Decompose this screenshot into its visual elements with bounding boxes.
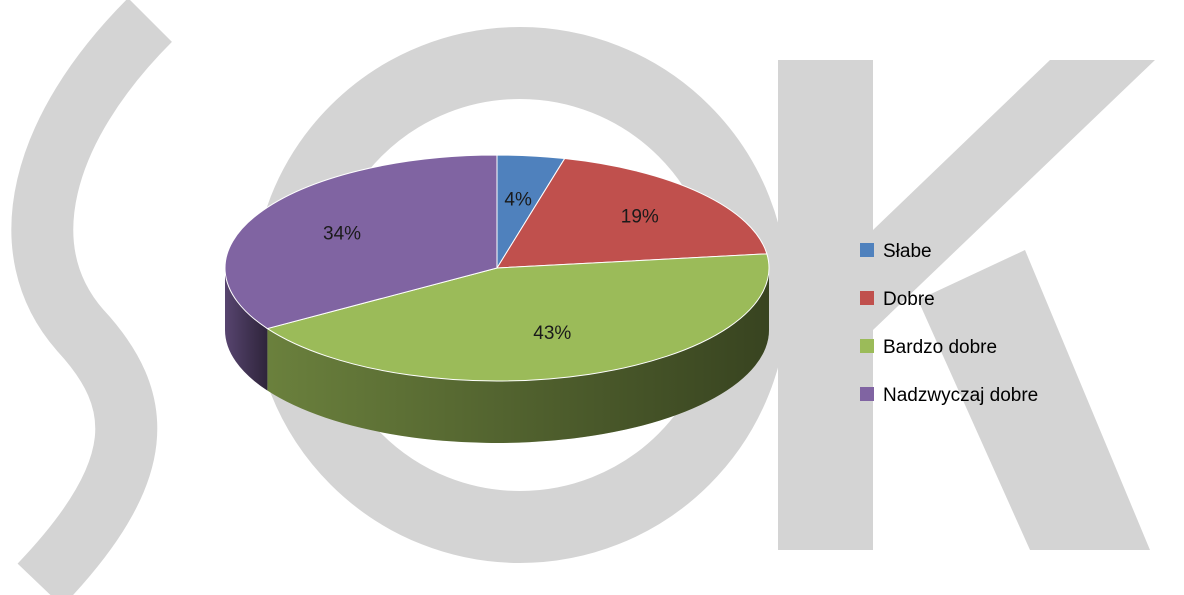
legend-swatch-1 [860,291,874,305]
data-label-1: 19% [621,207,659,228]
watermark-s-shape [11,0,173,595]
legend-swatch-2 [860,339,874,353]
pie-slice-bardzo-dobre [266,253,770,382]
pie-side-walls [225,268,769,443]
watermark-k-lower-arm [918,250,1150,550]
pie-side-shade-2 [267,268,769,443]
watermark-k-upper-arm [873,60,1155,330]
legend-label-2: Bardzo dobre [883,337,997,358]
pie-slice-dobre [496,158,768,269]
watermark-k-stem [778,60,873,550]
legend-label-0: Słabe [883,241,932,262]
pie-chart: 4% 19% 43% 34% [224,154,770,443]
data-label-3: 34% [323,224,361,245]
pie-side-shade-3 [225,268,268,391]
data-label-0: 4% [504,189,532,210]
data-label-2: 43% [533,323,571,344]
legend-swatch-0 [860,243,874,257]
legend-label-1: Dobre [883,289,935,310]
legend-swatch-3 [860,387,874,401]
legend-label-3: Nadzwyczaj dobre [883,385,1038,406]
chart-legend: Słabe Dobre Bardzo dobre Nadzwyczaj dobre [860,241,1038,406]
pie-slice-nadzwyczaj-dobre [224,154,498,330]
